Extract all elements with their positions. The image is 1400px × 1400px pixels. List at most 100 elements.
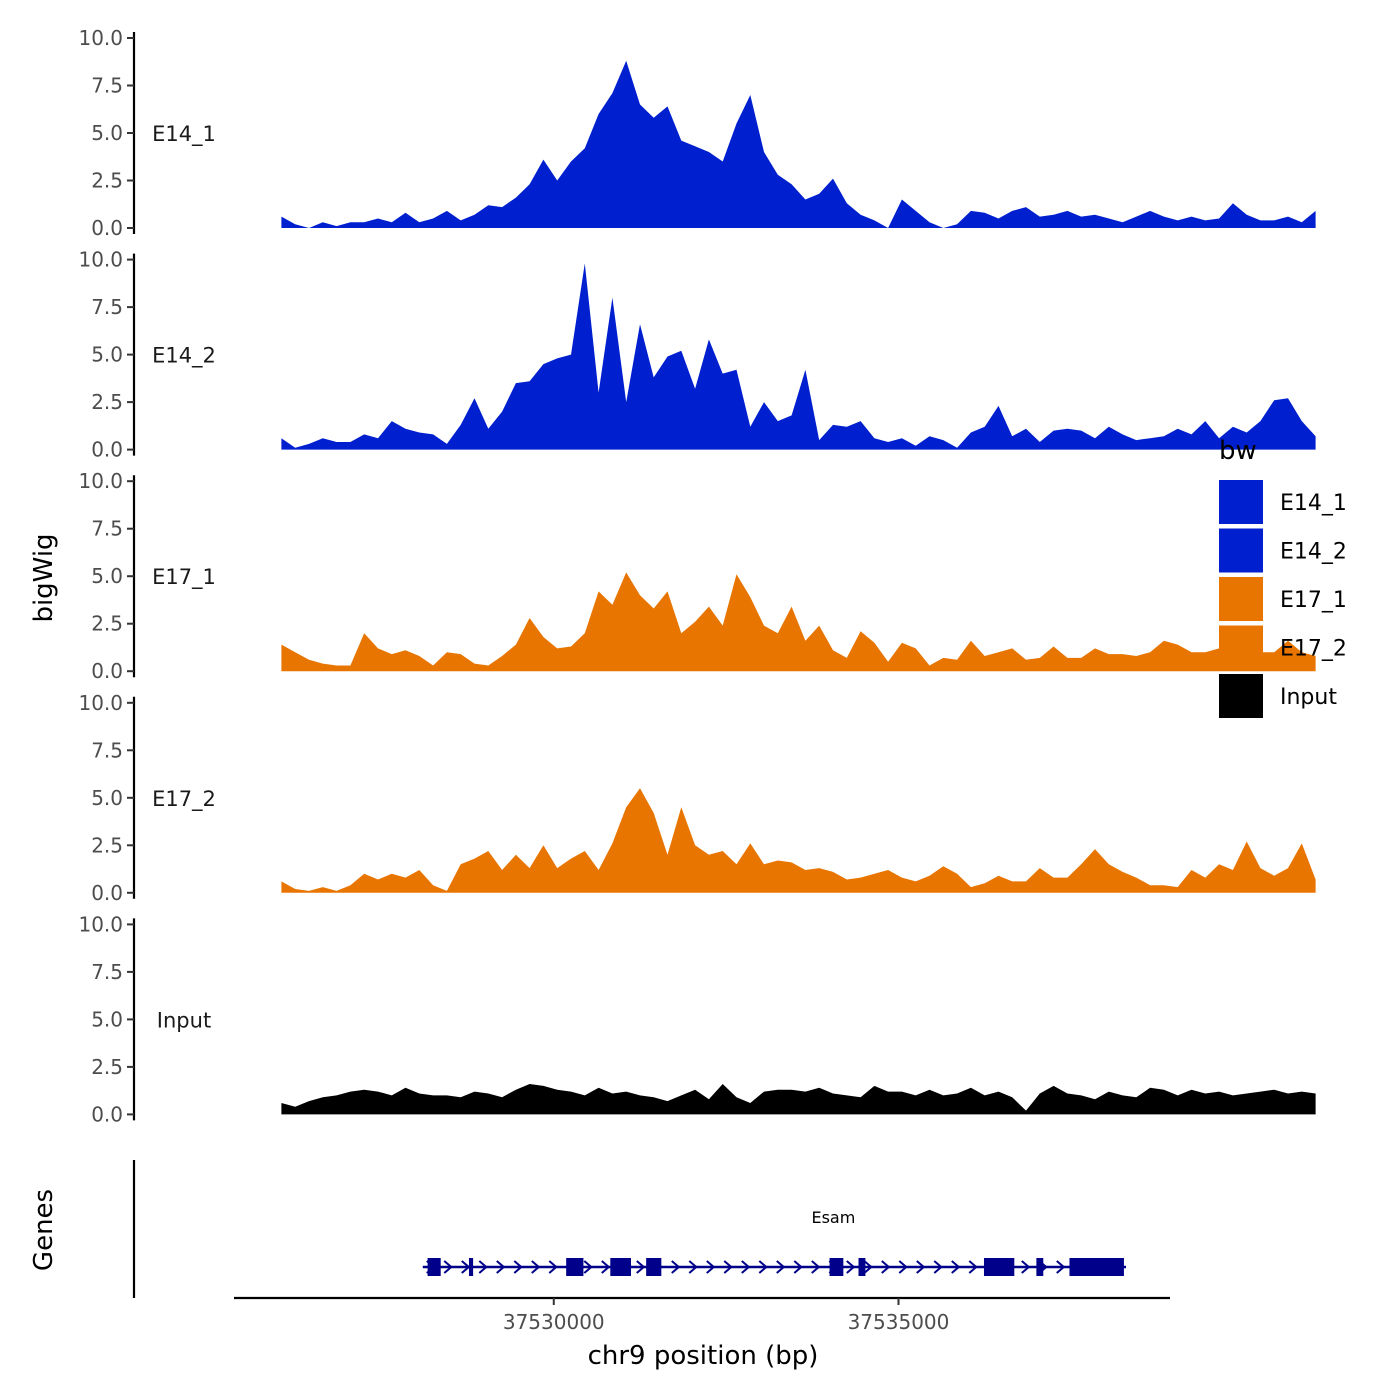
track-label: E17_1 <box>152 565 216 590</box>
legend: bw E14_1 E14_2 E17_1 E17_2 Input <box>1219 436 1347 718</box>
strand-arrow <box>881 1260 891 1274</box>
strand-arrow <box>933 1260 943 1274</box>
strand-arrow <box>916 1260 926 1274</box>
track-E17_2: 0.0 2.5 5.0 7.5 10.0 E17_2 <box>78 691 1316 905</box>
y-tick-label: 7.5 <box>91 295 123 319</box>
legend-swatch-E17_2 <box>1219 625 1263 670</box>
strand-arrow <box>478 1260 488 1274</box>
y-tick-label: 0.0 <box>91 438 123 462</box>
strand-arrow <box>443 1260 453 1274</box>
gene-exon <box>610 1258 631 1276</box>
y-axis-title: bigWig <box>29 533 59 622</box>
y-tick-label: 7.5 <box>91 960 123 984</box>
gene-exon <box>1069 1258 1124 1276</box>
track-label: E14_1 <box>152 122 216 147</box>
y-tick-label: 10.0 <box>78 248 123 272</box>
x-tick-label: 37530000 <box>503 1310 605 1334</box>
y-tick-label: 10.0 <box>78 26 123 50</box>
strand-arrow <box>706 1260 716 1274</box>
y-tick-label: 7.5 <box>91 517 123 541</box>
strand-arrow <box>1021 1260 1031 1274</box>
strand-arrow <box>671 1260 681 1274</box>
strand-arrow <box>513 1260 523 1274</box>
strand-arrow <box>793 1260 803 1274</box>
y-tick-label: 10.0 <box>78 691 123 715</box>
x-tick-label: 37535000 <box>848 1310 950 1334</box>
y-tick-label: 5.0 <box>91 786 123 810</box>
strand-arrow <box>548 1260 558 1274</box>
gene-Esam: Esam <box>422 1208 1126 1276</box>
gene-exon <box>983 1258 1015 1276</box>
strand-arrow <box>688 1260 698 1274</box>
strand-arrow <box>863 1260 873 1274</box>
legend-swatch-E17_1 <box>1219 577 1263 621</box>
signal-area <box>281 572 1316 672</box>
legend-title: bw <box>1219 436 1257 466</box>
strand-arrow <box>846 1260 856 1274</box>
gene-exon <box>646 1258 662 1276</box>
y-tick-label: 7.5 <box>91 738 123 762</box>
y-tick-label: 0.0 <box>91 1102 123 1126</box>
y-tick-label: 0.0 <box>91 881 123 905</box>
legend-label-E14_2: E14_2 <box>1280 540 1347 565</box>
signal-area <box>281 60 1316 228</box>
strand-arrow <box>898 1260 908 1274</box>
legend-swatch-E14_1 <box>1219 480 1263 524</box>
track-E14_2: 0.0 2.5 5.0 7.5 10.0 E14_2 <box>78 248 1316 462</box>
track-E14_1: 0.0 2.5 5.0 7.5 10.0 E14_1 <box>78 26 1316 240</box>
x-axis: 37530000 37535000 <box>234 1296 1170 1334</box>
signal-tracks: 0.0 2.5 5.0 7.5 10.0 E14_1 0.0 2.5 5.0 7.5 10.0 E14… <box>78 26 1316 1126</box>
y-tick-label: 0.0 <box>91 216 123 240</box>
strand-arrow <box>461 1260 471 1274</box>
strand-arrow <box>723 1260 733 1274</box>
legend-label-E17_2: E17_2 <box>1280 637 1347 662</box>
y-tick-label: 5.0 <box>91 564 123 588</box>
strand-arrow <box>636 1260 646 1274</box>
y-tick-label: 2.5 <box>91 390 123 414</box>
strand-arrow <box>811 1260 821 1274</box>
gene-exon <box>829 1258 844 1276</box>
y-tick-label: 2.5 <box>91 1055 123 1079</box>
strand-arrow <box>968 1260 978 1274</box>
y-tick-label: 2.5 <box>91 612 123 636</box>
strand-arrow <box>583 1260 593 1274</box>
signal-area <box>281 788 1316 893</box>
strand-arrow <box>1056 1260 1066 1274</box>
signal-area <box>281 263 1316 450</box>
strand-arrow <box>741 1260 751 1274</box>
signal-area <box>281 1084 1316 1115</box>
gene-exon <box>1036 1258 1044 1276</box>
y-tick-label: 7.5 <box>91 74 123 98</box>
y-tick-label: 5.0 <box>91 343 123 367</box>
strand-arrow <box>951 1260 961 1274</box>
track-Input: 0.0 2.5 5.0 7.5 10.0 Input <box>78 912 1316 1126</box>
y-tick-label: 0.0 <box>91 659 123 683</box>
strand-arrow <box>531 1260 541 1274</box>
y-tick-label: 10.0 <box>78 912 123 936</box>
legend-label-E14_1: E14_1 <box>1280 491 1347 516</box>
genes-axis-title: Genes <box>29 1189 59 1271</box>
track-label: Input <box>157 1008 211 1032</box>
gene-exon <box>427 1258 441 1276</box>
y-tick-label: 5.0 <box>91 1007 123 1031</box>
gene-exon <box>858 1258 866 1276</box>
legend-swatch-Input <box>1219 674 1263 718</box>
gene-exon <box>468 1258 474 1276</box>
strand-arrow <box>601 1260 611 1274</box>
legend-swatch-E14_2 <box>1219 528 1263 573</box>
gene-label: Esam <box>811 1208 855 1227</box>
gene-track: Esam <box>132 1160 1126 1298</box>
legend-label-Input: Input <box>1280 685 1337 710</box>
legend-label-E17_1: E17_1 <box>1280 588 1347 613</box>
track-label: E17_2 <box>152 787 216 812</box>
y-tick-label: 5.0 <box>91 121 123 145</box>
y-tick-label: 2.5 <box>91 833 123 857</box>
track-label: E14_2 <box>152 344 216 369</box>
strand-arrow <box>776 1260 786 1274</box>
y-tick-label: 10.0 <box>78 469 123 493</box>
track-E17_1: 0.0 2.5 5.0 7.5 10.0 E17_1 <box>78 469 1316 683</box>
gene-exon <box>566 1258 584 1276</box>
strand-arrow <box>758 1260 768 1274</box>
y-tick-label: 2.5 <box>91 169 123 193</box>
